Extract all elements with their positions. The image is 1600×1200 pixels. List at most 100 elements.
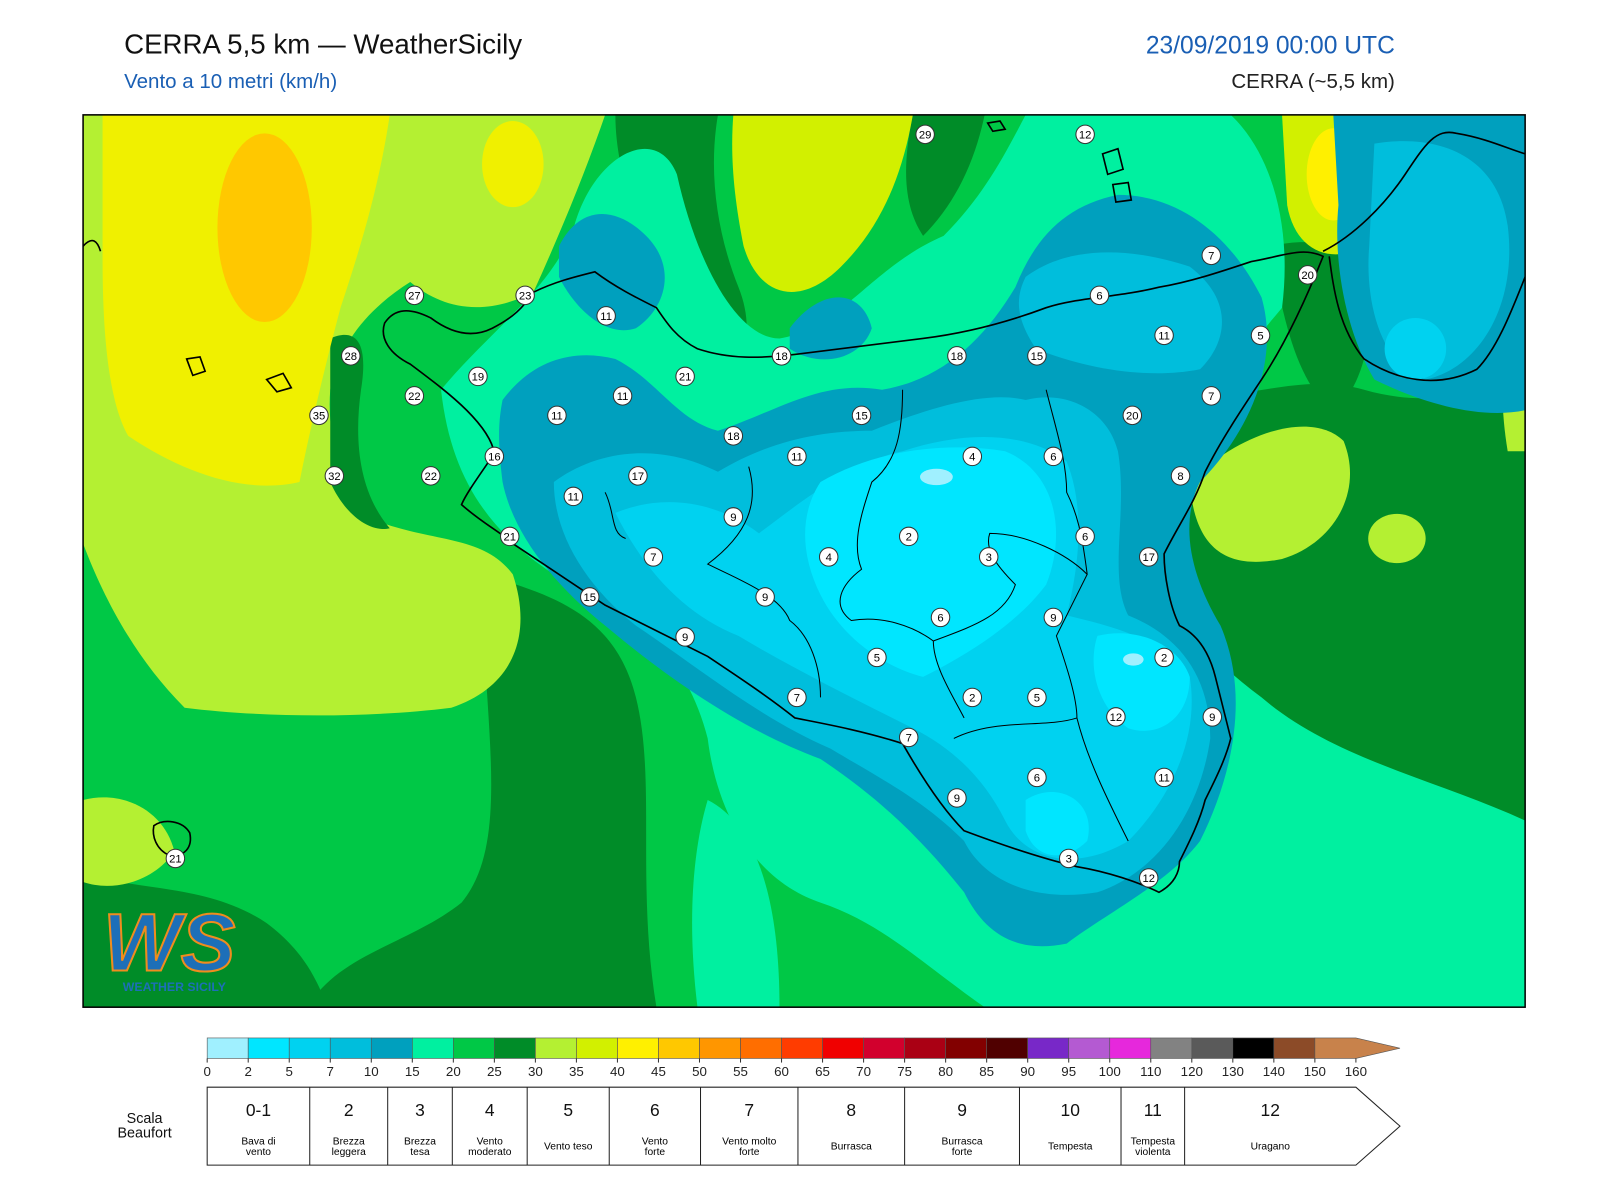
map-frame [82, 114, 1526, 1008]
model-label: CERRA (~5,5 km) [1231, 70, 1394, 93]
station-marker [930, 607, 951, 628]
station-marker [1170, 466, 1191, 486]
beaufort-force: 4 [485, 1100, 495, 1120]
beaufort-description-wrap: Brezza leggera [326, 1132, 372, 1163]
field-lime [1189, 426, 1351, 562]
station-value: 11 [567, 492, 579, 504]
station-value: 18 [727, 431, 740, 443]
station-value: 12 [1079, 129, 1092, 141]
station-marker [500, 526, 520, 547]
station-marker [165, 848, 186, 869]
calabria-coast [1328, 256, 1526, 382]
beaufort-force: 12 [1261, 1100, 1280, 1120]
station-value: 3 [1066, 854, 1072, 866]
station-marker [947, 788, 967, 808]
beaufort-description-box: Tempesta [1048, 1142, 1092, 1152]
colorbar-tick-label: 140 [1263, 1064, 1285, 1079]
station-value: 4 [969, 452, 975, 464]
beaufort-description: Burrasca forte [941, 1136, 983, 1158]
colorbar-tick-label: 2 [244, 1064, 251, 1079]
station-value: 20 [1126, 410, 1139, 422]
station-marker [1202, 707, 1223, 727]
colorbar-segment [247, 1037, 290, 1059]
logo: WS WEATHER SICILY [102, 896, 236, 994]
station-value: 5 [1034, 693, 1040, 705]
beaufort-description: Vento forte [641, 1136, 668, 1158]
station-value: 7 [650, 552, 656, 564]
colorbar-tick-label: 5 [286, 1064, 293, 1079]
beaufort-description-wrap: Tempesta violenta [1125, 1132, 1181, 1163]
field-cyan [1384, 317, 1447, 380]
station-marker [1075, 526, 1095, 547]
colorbar-tick-label: 35 [569, 1064, 584, 1079]
station-value: 16 [488, 452, 501, 464]
station-marker [404, 386, 425, 406]
station-value: 6 [937, 613, 943, 625]
station-marker [755, 587, 775, 607]
beaufort-description-wrap: Vento teso [527, 1132, 609, 1163]
station-marker [1043, 607, 1064, 628]
station-value: 9 [954, 793, 960, 805]
field-light-blue [1018, 252, 1222, 374]
beaufort-label: Beaufort [117, 1125, 171, 1141]
station-value: 20 [1301, 270, 1314, 282]
colorbar-segment [945, 1037, 987, 1059]
beaufort-description-box: Brezza tesa [404, 1137, 436, 1158]
beaufort-description-box: Vento molto forte [722, 1137, 776, 1158]
beaufort-force: 6 [650, 1100, 660, 1120]
station-value: 2 [906, 532, 912, 544]
station-marker [947, 346, 967, 366]
station-marker [1027, 687, 1047, 708]
station-value: 12 [1142, 873, 1155, 885]
station-marker [915, 124, 935, 145]
station-marker [1027, 346, 1047, 366]
station-marker [1154, 767, 1174, 788]
colorbar-segment [781, 1037, 823, 1059]
colorbar-tick-label: 130 [1222, 1064, 1244, 1079]
station-value: 21 [503, 532, 516, 544]
colorbar: 0 2 5 7 10 15 20 25 30 35 40 45 50 55 60 65 70 75 80 85 90 95… [203, 1037, 1401, 1079]
colorbar-segment [411, 1037, 454, 1059]
beaufort-description: Bava di vento [241, 1136, 276, 1158]
colorbar-segment [617, 1037, 659, 1059]
station-value: 18 [951, 351, 964, 363]
colorbar-tick-label: 120 [1181, 1064, 1203, 1079]
subtitle: Vento a 10 metri (km/h) [124, 70, 337, 93]
colorbar-tick-label: 60 [774, 1064, 789, 1079]
colorbar-segment [863, 1037, 905, 1059]
station-value: 23 [519, 290, 532, 302]
beaufort-description-wrap: Vento moderato [462, 1132, 518, 1163]
beaufort-description-box: Vento moderato [462, 1132, 518, 1163]
colorbar-segment [288, 1037, 331, 1059]
colorbar-tick-label: 10 [364, 1064, 379, 1079]
station-marker [1043, 446, 1064, 467]
station-marker [787, 446, 807, 467]
station-value: 11 [600, 311, 612, 323]
beaufort-force: 11 [1144, 1100, 1162, 1120]
station-value: 7 [1208, 391, 1214, 403]
station-value: 5 [874, 653, 880, 665]
beaufort-box [206, 1086, 1401, 1166]
station-marker [309, 405, 329, 426]
field-dark-green [83, 871, 329, 1008]
beaufort-force: 5 [563, 1100, 573, 1120]
station-value: 9 [762, 592, 768, 604]
station-value: 3 [986, 552, 992, 564]
colorbar-tick-label: 85 [979, 1064, 994, 1079]
field-teal [558, 213, 665, 331]
field-yellow [482, 121, 544, 208]
beaufort-force: 8 [846, 1100, 856, 1120]
station-value: 22 [425, 471, 438, 483]
beaufort-force: 10 [1061, 1100, 1081, 1120]
colorbar-tick-label: 150 [1304, 1064, 1326, 1079]
island [1101, 147, 1125, 176]
field-dark-green [330, 334, 390, 529]
logo-name: WEATHER SICILY [123, 980, 226, 994]
station-value: 11 [617, 391, 629, 403]
colorbar-segment [986, 1037, 1028, 1059]
colorbar-tick-label: 40 [610, 1064, 625, 1079]
